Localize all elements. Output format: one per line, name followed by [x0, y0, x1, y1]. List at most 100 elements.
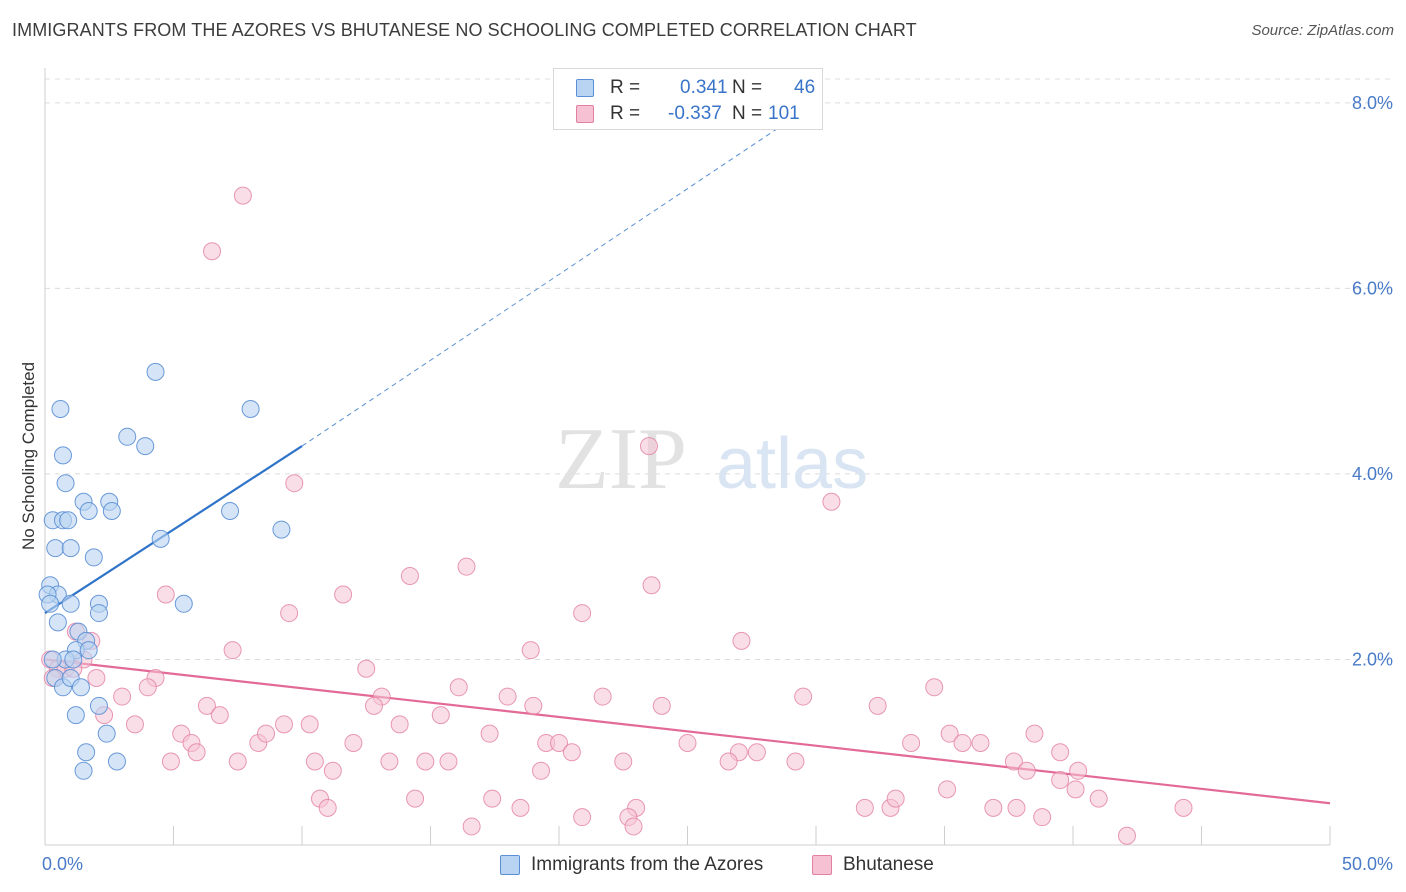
watermark-atlas: atlas: [716, 424, 868, 504]
series-label-bhutanese: Bhutanese: [843, 854, 934, 875]
point-bhutanese: [624, 817, 643, 836]
point-bhutanese: [457, 557, 476, 576]
point-azores: [84, 548, 103, 567]
point-bhutanese: [187, 743, 206, 762]
point-bhutanese: [1089, 789, 1108, 808]
legend-r-value: 0.341: [680, 77, 728, 98]
y-tick-label: 4.0%: [1352, 464, 1393, 484]
point-azores: [102, 502, 121, 521]
point-bhutanese: [380, 752, 399, 771]
point-bhutanese: [639, 437, 658, 456]
point-azores: [241, 399, 260, 418]
point-azores: [146, 362, 165, 381]
grid-layer: [45, 78, 1392, 660]
point-azores: [79, 641, 98, 660]
point-bhutanese: [1033, 808, 1052, 827]
point-bhutanese: [480, 724, 499, 743]
chart-source: Source: ZipAtlas.com: [1251, 22, 1394, 39]
point-bhutanese: [1069, 761, 1088, 780]
point-bhutanese: [573, 604, 592, 623]
point-bhutanese: [1174, 798, 1193, 817]
series-swatch-azores: [500, 855, 520, 875]
x-tick-label-min: 0.0%: [42, 854, 83, 874]
point-azores: [74, 761, 93, 780]
point-azores: [221, 502, 240, 521]
point-bhutanese: [1051, 743, 1070, 762]
point-bhutanese: [344, 733, 363, 752]
point-bhutanese: [210, 706, 229, 725]
legend-r-label: R =: [610, 103, 641, 124]
point-bhutanese: [416, 752, 435, 771]
point-bhutanese: [223, 641, 242, 660]
point-azores: [118, 427, 137, 446]
point-azores: [89, 604, 108, 623]
point-bhutanese: [886, 789, 905, 808]
legend-swatch-azores: [576, 79, 594, 97]
point-bhutanese: [1004, 752, 1023, 771]
legend-n-value: 46: [794, 77, 816, 98]
point-bhutanese: [614, 752, 633, 771]
point-bhutanese: [498, 687, 517, 706]
point-bhutanese: [747, 743, 766, 762]
point-azores: [51, 399, 70, 418]
point-bhutanese: [1007, 798, 1026, 817]
point-azores: [48, 613, 67, 632]
point-bhutanese: [125, 715, 144, 734]
point-azores: [41, 594, 60, 613]
point-bhutanese: [439, 752, 458, 771]
point-bhutanese: [1025, 724, 1044, 743]
point-bhutanese: [524, 696, 543, 715]
point-bhutanese: [822, 492, 841, 511]
series-legend: Immigrants from the Azores Bhutanese: [0, 850, 1406, 880]
point-bhutanese: [483, 789, 502, 808]
point-azores: [61, 594, 80, 613]
chart-title: IMMIGRANTS FROM THE AZORES VS BHUTANESE …: [12, 20, 917, 40]
point-bhutanese: [323, 761, 342, 780]
trendline-azores-extension: [301, 102, 817, 447]
legend-n-label: N =: [732, 103, 763, 124]
point-bhutanese: [855, 798, 874, 817]
point-bhutanese: [280, 604, 299, 623]
point-bhutanese: [197, 696, 216, 715]
point-bhutanese: [300, 715, 319, 734]
point-azores: [272, 520, 291, 539]
point-azores: [151, 529, 170, 548]
point-azores: [136, 437, 155, 456]
point-azores: [46, 539, 65, 558]
point-azores: [79, 502, 98, 521]
point-azores: [97, 724, 116, 743]
point-bhutanese: [732, 631, 751, 650]
trend-layer: [44, 102, 1331, 805]
point-bhutanese: [462, 817, 481, 836]
x-tick-label-max: 50.0%: [1342, 854, 1393, 874]
point-bhutanese: [87, 669, 106, 688]
point-bhutanese: [156, 585, 175, 604]
point-bhutanese: [318, 798, 337, 817]
series-swatch-bhutanese: [812, 855, 832, 875]
point-bhutanese: [400, 566, 419, 585]
trendline-azores: [44, 445, 303, 614]
point-bhutanese: [925, 678, 944, 697]
point-azores: [61, 539, 80, 558]
point-azores: [66, 706, 85, 725]
point-bhutanese: [431, 706, 450, 725]
point-azores: [71, 678, 90, 697]
y-tick-label: 2.0%: [1352, 649, 1393, 669]
point-bhutanese: [257, 724, 276, 743]
point-bhutanese: [938, 780, 957, 799]
point-bhutanese: [1066, 780, 1085, 799]
axes-layer: [44, 68, 1331, 846]
y-tick-label: 6.0%: [1352, 278, 1393, 298]
point-azores: [89, 696, 108, 715]
point-bhutanese: [233, 186, 252, 205]
point-bhutanese: [940, 724, 959, 743]
point-azores: [59, 511, 78, 530]
legend-n-label: N =: [732, 77, 763, 98]
legend-swatch-bhutanese: [576, 105, 594, 123]
point-azores: [77, 743, 96, 762]
point-bhutanese: [406, 789, 425, 808]
point-bhutanese: [305, 752, 324, 771]
point-bhutanese: [678, 733, 697, 752]
y-axis-title: No Schooling Completed: [19, 362, 38, 550]
point-azores: [64, 650, 83, 669]
